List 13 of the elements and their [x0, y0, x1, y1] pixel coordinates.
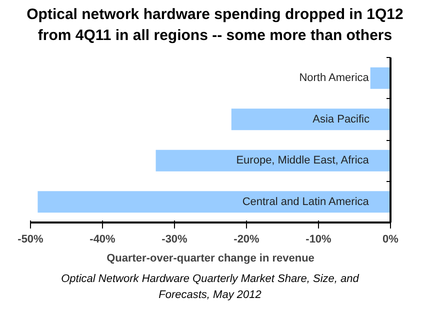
- y-tick-label: Europe, Middle East, Africa: [236, 154, 370, 166]
- x-tick-label: -40%: [90, 233, 116, 246]
- chart-title: Optical network hardware spending dropped in 1Q12 from 4Q11 in all regions -- some more than others: [26, 5, 404, 46]
- y-tick-label: North America: [299, 72, 370, 84]
- x-tick-label: -20%: [234, 233, 260, 246]
- x-tick-label: -10%: [306, 233, 332, 246]
- x-tick-label: -30%: [162, 233, 188, 246]
- x-axis-title: Quarter-over-quarter change in revenue: [106, 252, 314, 264]
- text: Optical Network Hardware Quarterly Market Share, Size, and Forecasts, May 2012: [60, 272, 360, 303]
- x-tick-label: 0%: [382, 233, 399, 246]
- y-tick-label: Central and Latin America: [242, 196, 370, 208]
- y-tick-label: Asia Pacific: [312, 113, 370, 126]
- x-tick-label: -50%: [18, 233, 44, 246]
